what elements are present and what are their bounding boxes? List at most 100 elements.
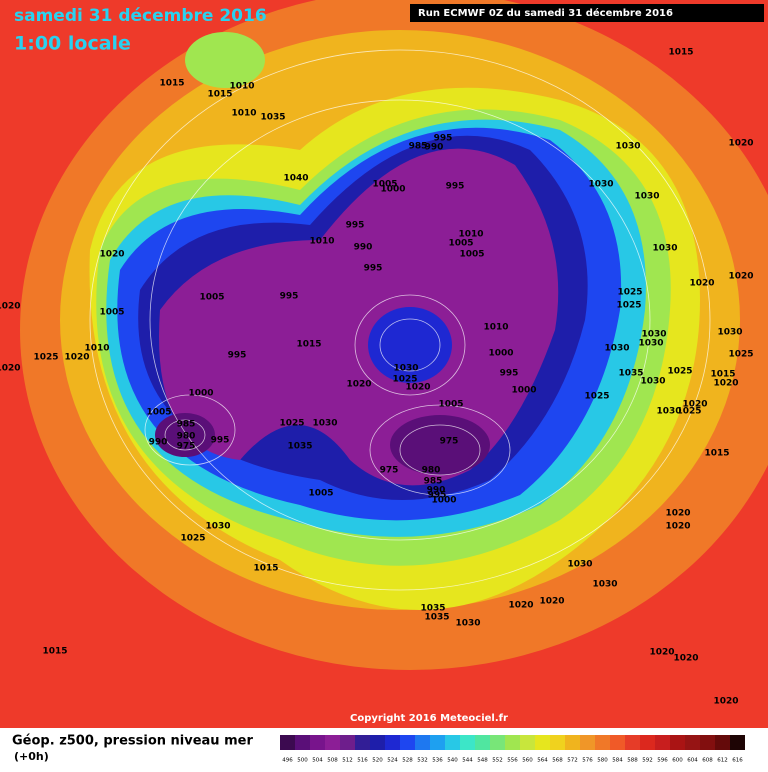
colorbar-label: 496 xyxy=(282,758,293,764)
colorbar-label: 540 xyxy=(447,758,458,764)
isobar-label: 1040 xyxy=(283,174,308,184)
colorbar-swatch xyxy=(460,735,475,750)
isobar-label: 995 xyxy=(346,221,365,231)
isobar-label: 1005 xyxy=(372,180,397,190)
colorbar-label: 604 xyxy=(687,758,698,764)
isobar-label: 1025 xyxy=(667,367,692,377)
colorbar-label: 512 xyxy=(342,758,353,764)
isobar-label: 1020 xyxy=(649,648,674,658)
isobar-label: 1020 xyxy=(713,697,738,707)
isobar-label: 1005 xyxy=(448,239,473,249)
isobar-label: 1000 xyxy=(511,386,536,396)
colorbar-swatch xyxy=(640,735,655,750)
isobar-label: 1020 xyxy=(713,379,738,389)
isobar-label: 990 xyxy=(425,143,444,153)
isobar-label: 1025 xyxy=(392,375,417,385)
colorbar-label: 536 xyxy=(432,758,443,764)
isobar-label: 990 xyxy=(149,438,168,448)
field-green-cell xyxy=(185,32,265,88)
isobar-label: 1020 xyxy=(689,279,714,289)
colorbar-swatch xyxy=(580,735,595,750)
colorbar-label: 524 xyxy=(387,758,398,764)
isobar-label: 995 xyxy=(434,134,453,144)
isobar-label: 1005 xyxy=(308,489,333,499)
colorbar-label: 608 xyxy=(702,758,713,764)
isobar-label: 1030 xyxy=(641,330,666,340)
isobar-label: 1020 xyxy=(0,302,21,312)
colorbar-swatch xyxy=(445,735,460,750)
isobar-label: 1005 xyxy=(438,400,463,410)
isobar-label: 1030 xyxy=(312,419,337,429)
isobar-label: 1020 xyxy=(665,522,690,532)
colorbar-label: 520 xyxy=(372,758,383,764)
colorbar-swatch xyxy=(550,735,565,750)
isobar-label: 1025 xyxy=(33,353,58,363)
run-label: Run ECMWF 0Z du samedi 31 décembre 2016 xyxy=(418,7,673,19)
colorbar-label: 504 xyxy=(312,758,323,764)
isobar-label: 1025 xyxy=(616,301,641,311)
isobar-label: 1025 xyxy=(279,419,304,429)
colorbar-swatch xyxy=(730,735,745,750)
isobar-label: 1030 xyxy=(567,560,592,570)
isobar-label: 1000 xyxy=(380,185,405,195)
colorbar-label: 560 xyxy=(522,758,533,764)
colorbar-label: 556 xyxy=(507,758,518,764)
isobar-label: 1015 xyxy=(704,449,729,459)
colorbar-swatch xyxy=(715,735,730,750)
colorbar-label: 528 xyxy=(402,758,413,764)
colorbar-swatch xyxy=(505,735,520,750)
isobar-label: 1000 xyxy=(488,349,513,359)
isobar-label: 1020 xyxy=(728,139,753,149)
isobar-label: 1030 xyxy=(615,142,640,152)
isobar-label: 1035 xyxy=(287,442,312,452)
isobar-label: 985 xyxy=(409,142,428,152)
isobar-label: 1015 xyxy=(42,647,67,657)
isobar-label: 1035 xyxy=(420,604,445,614)
colorbar-swatch xyxy=(325,735,340,750)
isobar-label: 1030 xyxy=(717,328,742,338)
isobar-label: 1030 xyxy=(656,407,681,417)
isobar-label: 1020 xyxy=(346,380,371,390)
time-title: 1:00 locale xyxy=(14,33,131,55)
colorbar-swatch xyxy=(415,735,430,750)
colorbar-swatch xyxy=(610,735,625,750)
colorbar-label: 596 xyxy=(657,758,668,764)
isobar-label: 995 xyxy=(280,292,299,302)
colorbar-label: 616 xyxy=(732,758,743,764)
isobar-label: 1030 xyxy=(592,580,617,590)
colorbar-label: 508 xyxy=(327,758,338,764)
isobar-label: 975 xyxy=(440,437,459,447)
colorbar-label: 600 xyxy=(672,758,683,764)
legend-title: Géop. z500, pression niveau mer xyxy=(12,734,253,749)
colorbar-swatch xyxy=(490,735,505,750)
isobar-label: 995 xyxy=(228,351,247,361)
isobar-label: 995 xyxy=(428,491,447,501)
isobar-label: 1020 xyxy=(405,383,430,393)
colorbar-swatch xyxy=(535,735,550,750)
isobar-label: 1030 xyxy=(652,244,677,254)
colorbar-label: 500 xyxy=(297,758,308,764)
isobar-label: 1015 xyxy=(159,79,184,89)
isobar-label: 1025 xyxy=(676,407,701,417)
isobar-label: 1025 xyxy=(584,392,609,402)
isobar-label: 1030 xyxy=(634,192,659,202)
isobar-label: 1030 xyxy=(588,180,613,190)
isobar-label: 1005 xyxy=(199,293,224,303)
isobar-label: 985 xyxy=(424,477,443,487)
colorbar-label: 572 xyxy=(567,758,578,764)
colorbar-swatch xyxy=(355,735,370,750)
isobar-label: 1030 xyxy=(455,619,480,629)
isobar-label: 980 xyxy=(177,432,196,442)
isobar-label: 1010 xyxy=(84,344,109,354)
field-purple xyxy=(159,148,559,486)
isobar-label: 1030 xyxy=(604,344,629,354)
colorbar-label: 576 xyxy=(582,758,593,764)
colorbar-swatch xyxy=(700,735,715,750)
colorbar-swatch xyxy=(475,735,490,750)
isobar-label: 1020 xyxy=(99,250,124,260)
isobar-label: 1025 xyxy=(617,288,642,298)
colorbar-swatch xyxy=(385,735,400,750)
isobar-label: 980 xyxy=(422,466,441,476)
colorbar-swatch xyxy=(670,735,685,750)
